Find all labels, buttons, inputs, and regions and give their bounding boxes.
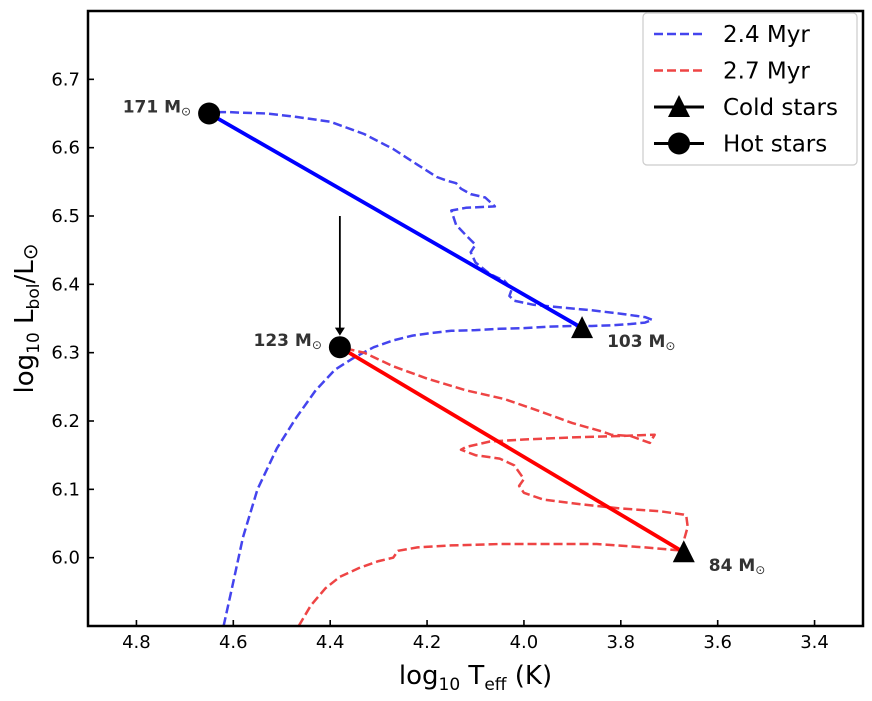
y-tick-label: 6.2 [51, 411, 80, 432]
axes-frame [86, 9, 865, 628]
legend-circle-icon [668, 132, 690, 155]
x-tick-label: 4.8 [122, 632, 151, 653]
mass-label: 171 M⊙ [123, 98, 191, 119]
y-axis-label: log10 Lbol/L⊙ [10, 244, 44, 394]
y-tick-label: 6.4 [51, 274, 80, 295]
legend-label: Cold stars [723, 95, 838, 121]
y-tick-label: 6.6 [51, 138, 80, 159]
mass-label: 103 M⊙ [607, 332, 675, 353]
x-axis-label: log10 Teff (K) [399, 661, 552, 695]
hot-star-marker [328, 336, 351, 359]
legend: 2.4 Myr 2.7 Myr Cold stars Hot stars [642, 12, 858, 166]
red-connector-line [338, 345, 685, 554]
plot-area [198, 102, 695, 626]
x-tick-label: 3.8 [606, 632, 635, 653]
legend-label: Hot stars [723, 132, 827, 158]
y-tick-label: 6.7 [51, 69, 80, 90]
arrow-head [334, 327, 345, 336]
x-tick-label: 3.4 [800, 632, 829, 653]
x-tick-label: 4.4 [316, 632, 345, 653]
legend-triangle-icon [668, 95, 690, 117]
y-tick-label: 6.1 [51, 479, 80, 500]
hot-star-marker [198, 102, 221, 125]
y-tick-label: 6.0 [51, 548, 80, 569]
track-2-4-myr [208, 110, 654, 626]
x-tick-label: 4.6 [219, 632, 248, 653]
mass-label: 123 M⊙ [253, 331, 321, 352]
legend-label: 2.7 Myr [723, 59, 810, 85]
cold-star-marker [672, 540, 695, 563]
x-tick-label: 4.0 [510, 632, 539, 653]
axes: 4.8 4.6 4.4 4.2 4.0 3.8 3.6 3.4 6.0 6.1 6.2 6.3 6.4 6… [10, 9, 865, 695]
x-tick-label: 3.6 [703, 632, 732, 653]
y-tick-label: 6.5 [51, 206, 80, 227]
x-tick-label: 4.2 [413, 632, 442, 653]
mass-label: 84 M⊙ [709, 556, 766, 577]
y-tick-label: 6.3 [51, 343, 80, 364]
cold-star-marker [571, 316, 594, 339]
legend-box [642, 12, 858, 166]
track-2-7-myr [297, 345, 689, 626]
blue-connector-line [208, 111, 584, 330]
legend-label: 2.4 Myr [723, 22, 810, 48]
